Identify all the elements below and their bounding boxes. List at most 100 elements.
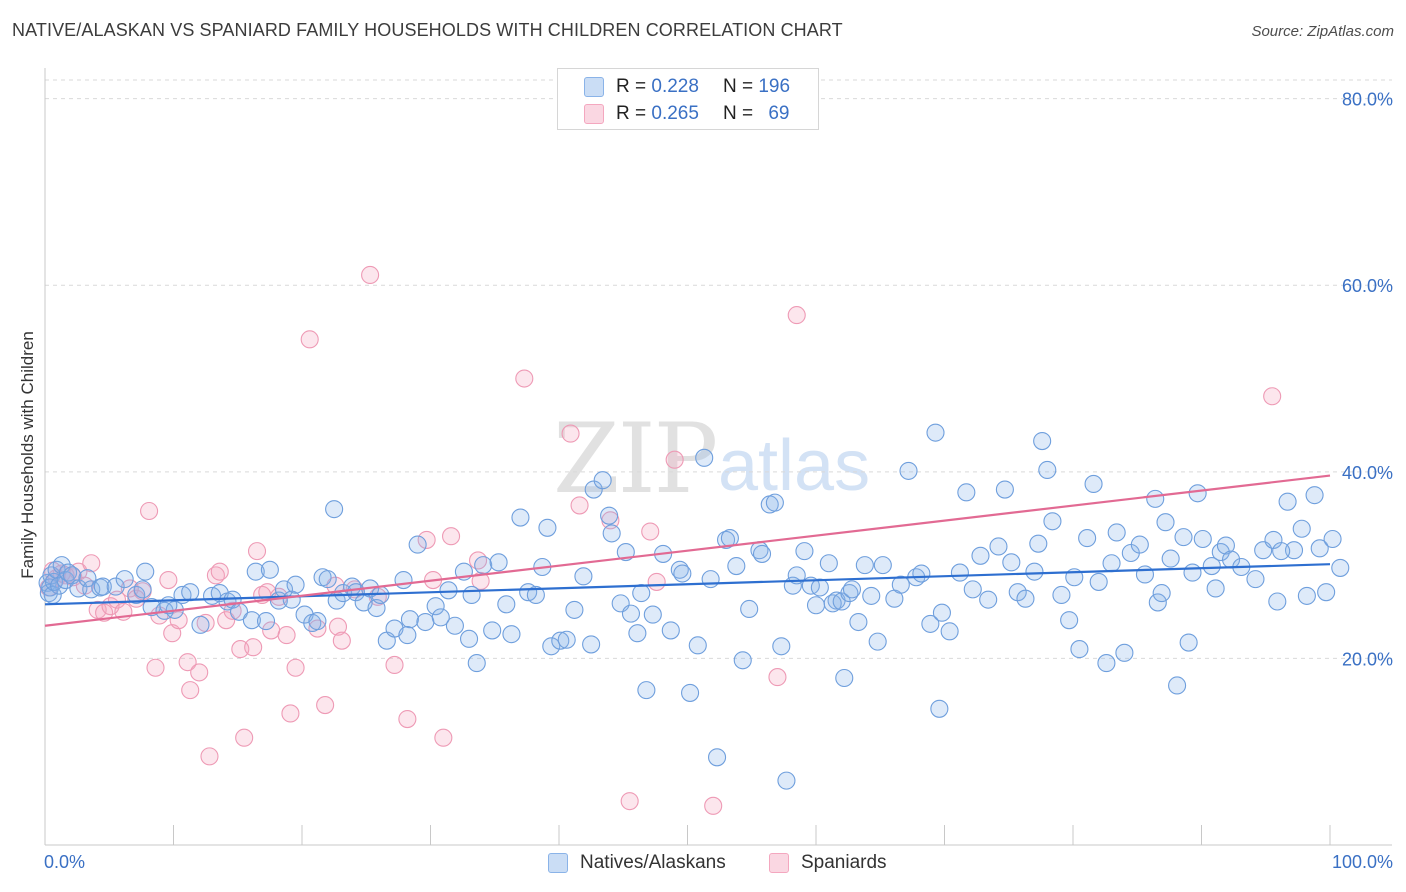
spaniard-point (200, 747, 219, 766)
natives-swatch (584, 77, 604, 97)
native-point (325, 500, 344, 519)
native-point (82, 580, 101, 599)
native-point (260, 560, 279, 579)
native-point (69, 579, 88, 598)
native-point (181, 583, 200, 602)
spaniard-point (1263, 387, 1282, 406)
native-point (426, 597, 445, 616)
native-point (1268, 592, 1287, 611)
native-point (1292, 519, 1311, 538)
native-point (483, 621, 502, 640)
spaniard-point (281, 704, 300, 723)
native-point (242, 611, 261, 630)
native-point (602, 524, 621, 543)
native-point (474, 556, 493, 575)
native-point (593, 471, 612, 490)
native-point (727, 557, 746, 576)
chart-title: NATIVE/ALASKAN VS SPANIARD FAMILY HOUSEH… (12, 20, 843, 40)
native-point (1070, 640, 1089, 659)
native-point (400, 610, 419, 629)
spaniard-point (417, 530, 436, 549)
spaniard-point (163, 624, 182, 643)
native-point (1168, 676, 1187, 695)
native-point (1107, 523, 1126, 542)
native-point (752, 544, 772, 563)
native-point (995, 480, 1014, 499)
spaniard-point (665, 450, 684, 469)
native-point (1052, 585, 1071, 605)
native-point (849, 612, 868, 632)
native-point (688, 636, 707, 655)
native-point (136, 562, 155, 581)
native-point (416, 612, 435, 632)
native-point (891, 575, 910, 594)
native-point (1216, 536, 1235, 555)
native-point (1089, 572, 1108, 591)
native-point (661, 621, 680, 640)
native-point (806, 596, 826, 615)
native-point (489, 553, 508, 572)
native-point (681, 683, 700, 702)
y-tick-label: 40.0% (1342, 463, 1393, 483)
n-label: N = (722, 103, 754, 124)
native-point (394, 570, 413, 590)
native-point (511, 508, 530, 527)
stats-legend-row-natives: R = 0.228 N = 196 (584, 75, 790, 99)
legend-label-natives: Natives/Alaskans (580, 852, 726, 873)
native-point (1179, 633, 1198, 652)
spaniard-point (398, 710, 417, 729)
spaniard-point (308, 619, 327, 638)
native-point (431, 608, 450, 627)
native-point (637, 681, 656, 700)
native-point (1102, 554, 1121, 573)
native-point (1038, 460, 1057, 480)
spaniard-point (235, 728, 254, 747)
native-point (810, 578, 829, 597)
x-tick-label-max: 100.0% (1331, 852, 1393, 872)
legend-swatch-spaniards (769, 853, 789, 873)
native-point (701, 570, 720, 589)
legend-item-spaniards: Spaniards (769, 852, 887, 874)
native-point (574, 567, 593, 586)
spaniard-point (570, 496, 589, 515)
trend-line-natives (44, 563, 1331, 606)
native-point (459, 629, 479, 648)
native-point (740, 599, 759, 619)
native-point (1025, 562, 1044, 581)
native-point (930, 699, 949, 718)
native-point (1084, 474, 1103, 494)
native-point (538, 518, 557, 537)
spaniard-point (787, 306, 806, 325)
native-point (932, 603, 951, 622)
native-point (989, 537, 1008, 556)
native-point (823, 594, 842, 613)
native-point (246, 562, 265, 581)
native-point (795, 542, 814, 561)
native-point (1078, 529, 1097, 548)
y-tick-label: 60.0% (1342, 276, 1393, 296)
native-point (282, 590, 301, 609)
native-point (835, 668, 854, 688)
native-point (921, 614, 940, 633)
native-point (621, 604, 641, 623)
native-point (912, 564, 931, 583)
spaniard-point (316, 696, 335, 715)
spaniard-point (82, 554, 101, 573)
stats-legend: R = 0.228 N = 196 R = 0.265 N = 69 (557, 68, 819, 130)
native-point (673, 564, 692, 583)
native-point (318, 570, 337, 589)
chart-source: Source: ZipAtlas.com (1251, 23, 1394, 40)
native-point (106, 577, 125, 596)
native-point (1323, 529, 1342, 549)
native-point (1148, 593, 1167, 612)
spaniard-point (385, 655, 404, 674)
native-point (1202, 557, 1221, 576)
spaniard-point (146, 658, 165, 677)
native-point (1008, 583, 1027, 602)
spaniard-point (300, 330, 319, 349)
native-point (462, 585, 481, 605)
native-point (1130, 535, 1149, 554)
watermark-zip: ZIP (553, 403, 716, 515)
spaniard-point (286, 658, 305, 677)
legend-label-spaniards: Spaniards (801, 852, 887, 873)
